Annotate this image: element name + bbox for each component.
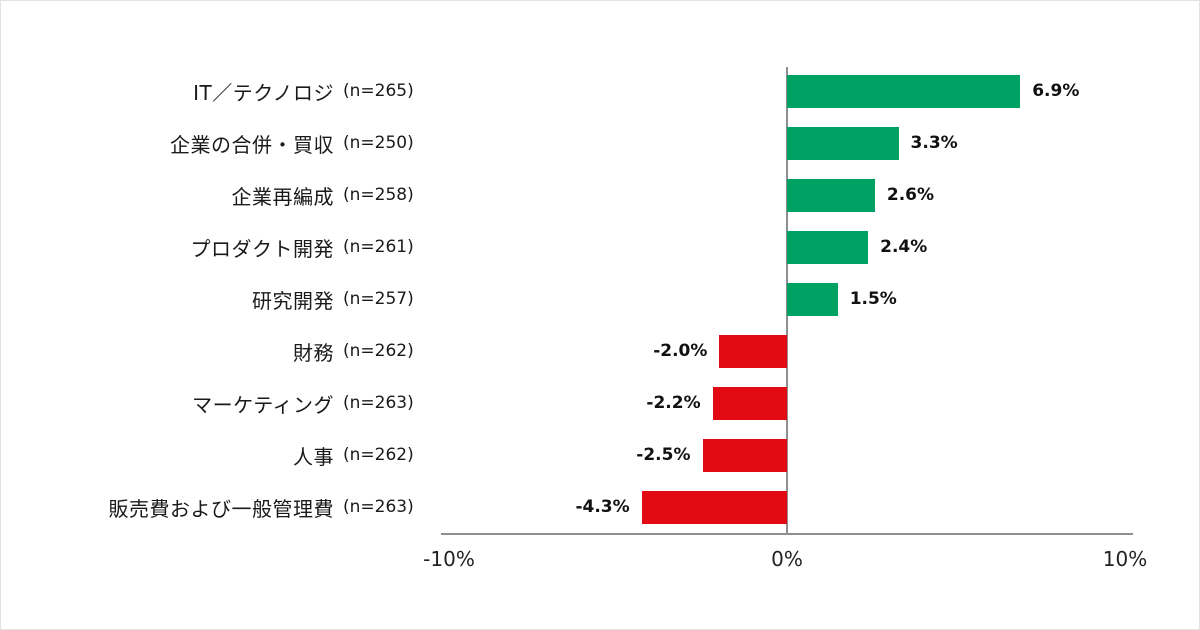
sample-size-label: (n=262) <box>343 341 414 361</box>
bar-track: 3.3% <box>449 117 1125 169</box>
value-label: 6.9% <box>1032 81 1080 101</box>
sample-size-label: (n=265) <box>343 81 414 101</box>
value-label: -2.0% <box>653 341 708 361</box>
bar-track: -4.3% <box>449 481 1125 533</box>
sample-size-label: (n=261) <box>343 237 414 257</box>
row-labels: 研究開発 (n=257) <box>1 285 449 314</box>
sample-size-label: (n=257) <box>343 289 414 309</box>
positive-bar <box>787 75 1021 108</box>
x-tick-label: 0% <box>771 547 803 571</box>
row-labels: IT／テクノロジ (n=265) <box>1 77 449 106</box>
negative-bar <box>719 335 787 368</box>
bar-row: 販売費および一般管理費 (n=263) -4.3% <box>1 481 1199 533</box>
value-label: -4.3% <box>575 497 630 517</box>
row-labels: 企業再編成 (n=258) <box>1 181 449 210</box>
category-label: IT／テクノロジ <box>193 80 334 105</box>
sample-size-label: (n=258) <box>343 185 414 205</box>
sample-size-label: (n=263) <box>343 497 414 517</box>
bar-row: 企業の合併・買収 (n=250) 3.3% <box>1 117 1199 169</box>
x-axis-line <box>441 533 1133 535</box>
sample-size-label: (n=262) <box>343 445 414 465</box>
value-label: 1.5% <box>849 289 897 309</box>
value-label: -2.5% <box>636 445 691 465</box>
bar-row: 企業再編成 (n=258) 2.6% <box>1 169 1199 221</box>
positive-bar <box>787 283 838 316</box>
value-label: 2.4% <box>880 237 928 257</box>
category-label: 販売費および一般管理費 <box>108 496 334 521</box>
row-labels: 財務 (n=262) <box>1 337 449 366</box>
bar-track: -2.5% <box>449 429 1125 481</box>
bar-row: IT／テクノロジ (n=265) 6.9% <box>1 65 1199 117</box>
bar-track: -2.2% <box>449 377 1125 429</box>
negative-bar <box>702 439 787 472</box>
category-label: プロダクト開発 <box>190 236 334 261</box>
x-tick-label: -10% <box>423 547 475 571</box>
category-label: 企業再編成 <box>231 184 334 209</box>
category-label: 人事 <box>293 444 334 469</box>
bar-track: -2.0% <box>449 325 1125 377</box>
row-labels: マーケティング (n=263) <box>1 389 449 418</box>
bar-row: マーケティング (n=263) -2.2% <box>1 377 1199 429</box>
bar-track: 2.6% <box>449 169 1125 221</box>
row-labels: 企業の合併・買収 (n=250) <box>1 129 449 158</box>
negative-bar <box>712 387 787 420</box>
bar-row: 財務 (n=262) -2.0% <box>1 325 1199 377</box>
sample-size-label: (n=263) <box>343 393 414 413</box>
value-label: 2.6% <box>886 185 935 205</box>
positive-bar <box>787 231 869 264</box>
category-label: 企業の合併・買収 <box>170 132 334 157</box>
bar-track: 6.9% <box>449 65 1125 117</box>
x-axis-ticks: -10% 0% 10% <box>1 547 1199 579</box>
row-labels: 人事 (n=262) <box>1 441 449 470</box>
value-label: -2.2% <box>646 393 701 413</box>
sample-size-label: (n=250) <box>343 133 414 153</box>
value-label: 3.3% <box>910 133 958 153</box>
bar-track: 2.4% <box>449 221 1125 273</box>
category-label: マーケティング <box>192 392 334 417</box>
bar-row: 人事 (n=262) -2.5% <box>1 429 1199 481</box>
bar-row: プロダクト開発 (n=261) 2.4% <box>1 221 1199 273</box>
x-tick-label: 10% <box>1102 547 1148 571</box>
positive-bar <box>787 127 899 160</box>
positive-bar <box>787 179 875 212</box>
row-labels: 販売費および一般管理費 (n=263) <box>1 493 449 522</box>
category-label: 研究開発 <box>252 288 334 313</box>
row-labels: プロダクト開発 (n=261) <box>1 233 449 262</box>
bar-track: 1.5% <box>449 273 1125 325</box>
bar-row: 研究開発 (n=257) 1.5% <box>1 273 1199 325</box>
negative-bar <box>641 491 787 524</box>
category-label: 財務 <box>293 340 334 365</box>
bar-rows-container: IT／テクノロジ (n=265) 6.9% 企業の合併・買収 (n=250) 3.3% 企業… <box>1 65 1199 533</box>
